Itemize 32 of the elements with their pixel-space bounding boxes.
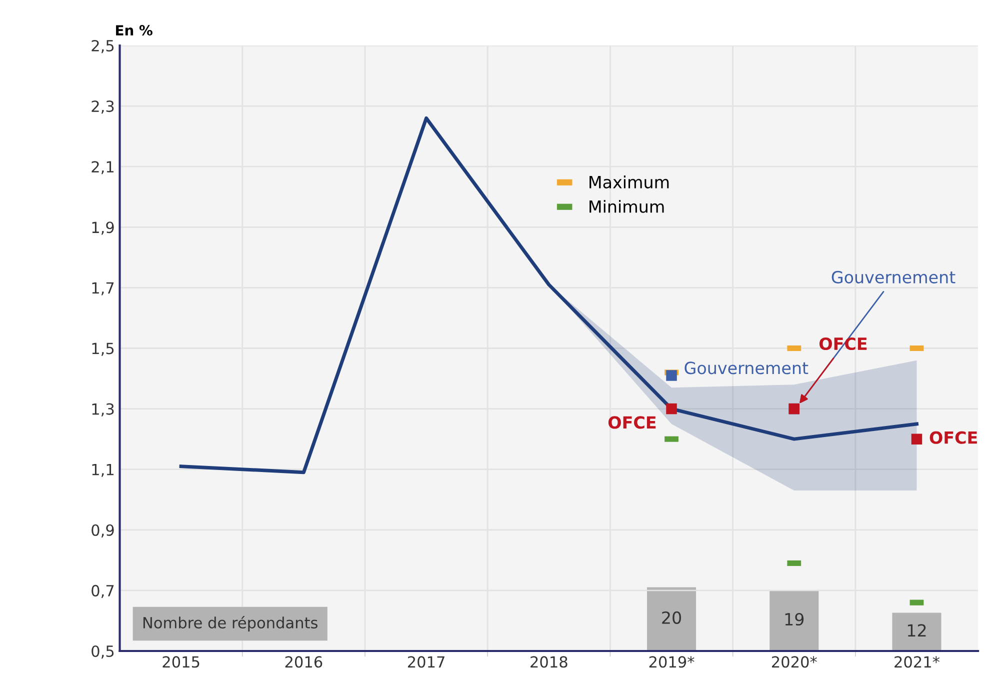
annotation: Gouvernement [832, 270, 956, 284]
annotation: OFCE [930, 431, 977, 444]
y-tick-label: 1,7 [92, 282, 114, 296]
y-tick-label: 1,1 [92, 464, 114, 477]
x-tick-label: 2019* [649, 656, 694, 668]
legend-label: Minimum [590, 200, 664, 213]
point [666, 370, 677, 381]
y-axis-title: En % [116, 25, 152, 36]
annotation: Nombre de répondants [143, 616, 318, 632]
data-label: 12 [908, 624, 926, 636]
x-tick-label: 2016 [285, 656, 322, 668]
y-tick-label: 0,5 [92, 645, 114, 659]
y-tick-label: 1,3 [92, 403, 114, 416]
point [666, 403, 677, 414]
legend-label: Maximum [590, 176, 669, 188]
x-tick-label: 2020* [772, 656, 817, 668]
annotation: OFCE [608, 416, 656, 429]
y-tick-label: 1,5 [92, 342, 114, 356]
data-label: 20 [662, 611, 682, 624]
y-tick-label: 0,9 [92, 524, 114, 538]
y-tick-label: 1,9 [92, 222, 114, 235]
x-tick-label: 2015 [162, 656, 200, 668]
point [911, 434, 922, 444]
y-tick-label: 2,1 [92, 161, 114, 174]
x-tick-label: 2018 [530, 656, 568, 668]
y-tick-label: 2,3 [92, 100, 114, 114]
x-tick-label: 2021* [894, 656, 940, 668]
data-label: 19 [785, 612, 804, 626]
y-tick-label: 0,7 [92, 584, 114, 598]
annotation: Gouvernement [684, 362, 808, 374]
x-tick-label: 2017 [408, 656, 444, 668]
y-tick-label: 2,5 [92, 40, 114, 54]
